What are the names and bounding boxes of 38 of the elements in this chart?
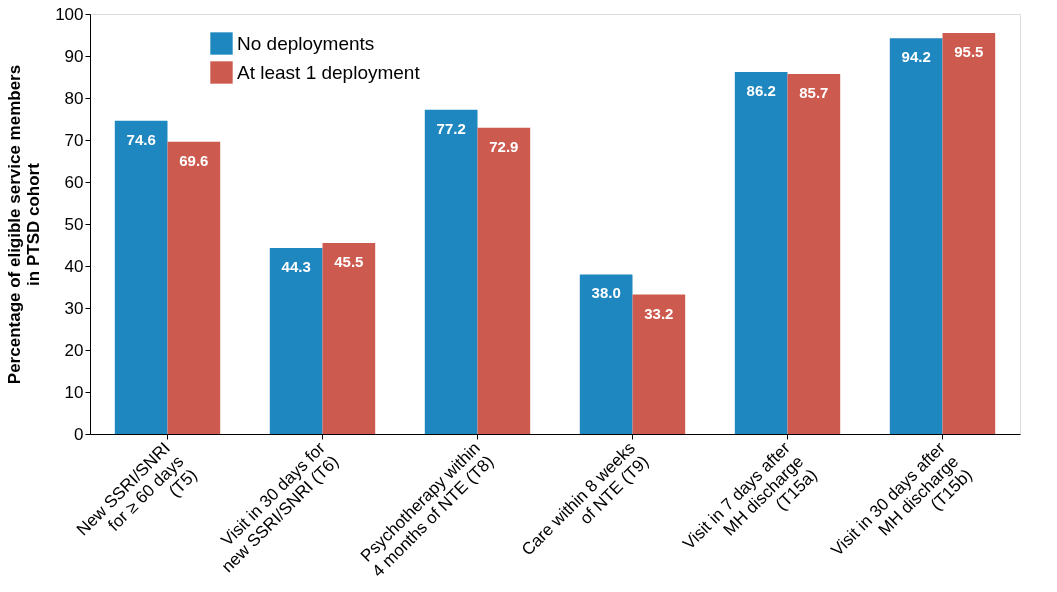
bar [942,32,996,434]
bar [167,141,221,434]
y-tick-label: 80 [64,88,84,108]
bar [889,38,943,434]
bar [114,120,168,434]
data-label: 45.5 [334,252,364,270]
data-label: 72.9 [489,137,519,155]
bar [322,242,376,434]
bar [424,109,478,434]
data-label: 85.7 [799,84,829,102]
y-tick-label: 90 [64,46,84,66]
y-tick-label: 50 [64,214,84,234]
data-label: 95.5 [954,42,984,60]
y-tick-label: 60 [64,172,84,192]
data-label: 94.2 [901,48,931,66]
y-tick-label: 10 [64,382,84,402]
y-tick-label: 100 [55,4,84,24]
legend-label: At least 1 deployment [237,61,421,83]
data-label: 69.6 [179,151,209,169]
bar [579,274,633,434]
data-label: 74.6 [126,130,156,148]
legend-label: No deployments [237,32,375,54]
data-label: 86.2 [746,81,776,99]
bar [734,71,788,434]
data-label: 33.2 [644,304,674,322]
bar [269,247,323,434]
y-axis-title: Percentage of eligible service members in PTSD cohort [5,64,44,385]
bar [477,127,531,434]
y-tick-label: 70 [64,130,84,150]
y-tick-label: 20 [64,340,84,360]
data-label: 44.3 [281,257,311,275]
y-tick-label: 40 [64,256,84,276]
bar [787,74,841,434]
data-label: 77.2 [436,119,466,137]
y-tick-label: 30 [64,298,84,318]
data-label: 38.0 [591,284,621,302]
bar [632,294,686,434]
y-tick-label: 0 [74,424,84,444]
